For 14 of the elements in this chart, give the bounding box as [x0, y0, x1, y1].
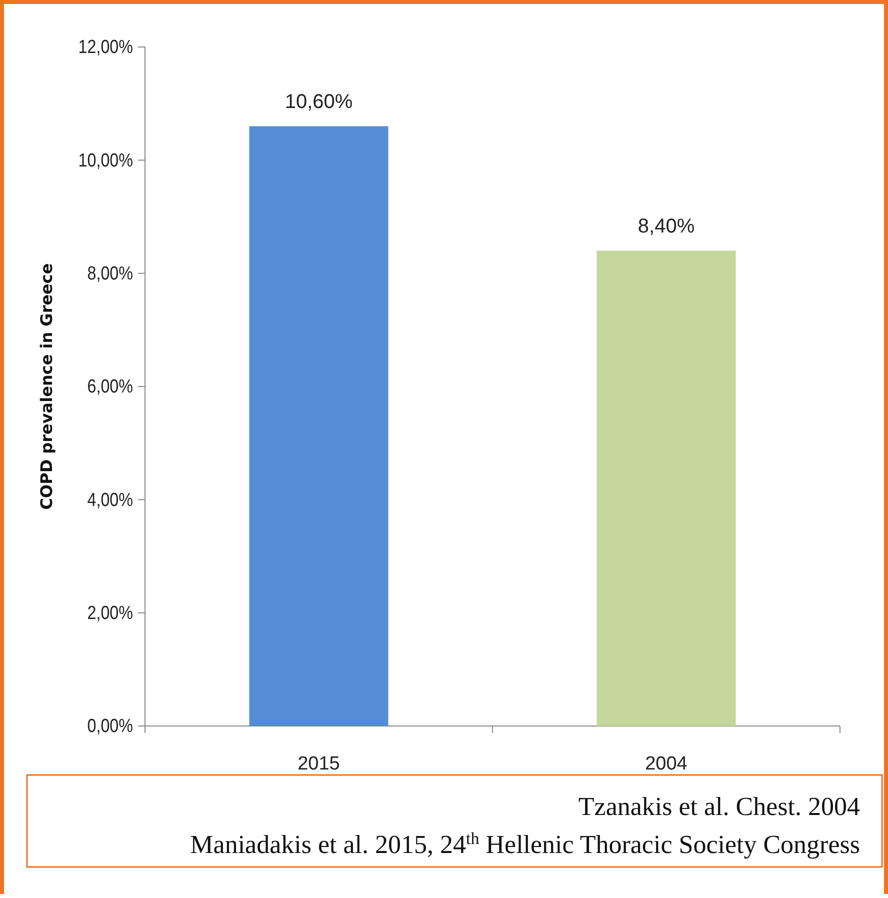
y-tick-label: 0,00%	[87, 714, 134, 736]
text: Maniadakis et al. 2015, 24$^{th}$ Hellenic Thoracic Society Congress	[190, 828, 860, 859]
y-tick-label: 4,00%	[87, 488, 134, 510]
y-axis-title: COPD prevalence in Greece	[37, 263, 56, 510]
y-tick-label: 12,00%	[78, 36, 134, 58]
y-tick-label: 6,00%	[87, 375, 134, 397]
y-tick-label: 2,00%	[87, 602, 134, 624]
x-tick-label: 2004	[645, 753, 688, 774]
data-label: 8,40%	[638, 216, 695, 238]
data-label: 10,60%	[284, 91, 353, 114]
text: Tzanakis et al. Chest. 2004	[578, 792, 860, 821]
y-tick-label: 10,00%	[78, 149, 134, 171]
y-tick-label: 8,00%	[87, 262, 134, 284]
x-tick-label: 2015	[298, 753, 340, 774]
